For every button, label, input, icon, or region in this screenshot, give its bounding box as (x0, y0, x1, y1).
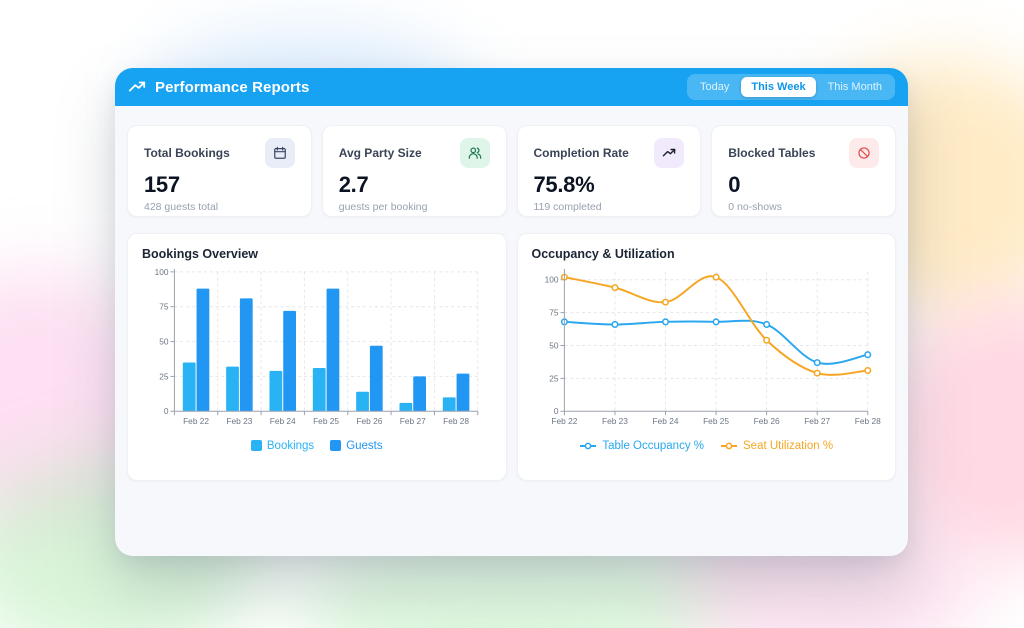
legend-line-marker (580, 442, 597, 450)
svg-text:Feb 27: Feb 27 (804, 416, 830, 426)
stat-value: 2.7 (338, 172, 369, 197)
tab-today[interactable]: Today (690, 77, 739, 97)
panel-body: Total Bookings 157 428 guests total (115, 106, 908, 481)
stat-subtitle: 428 guests total (144, 201, 219, 213)
svg-text:Feb 24: Feb 24 (652, 416, 678, 426)
stat-label: Avg Party Size (338, 146, 422, 160)
blocked-icon (849, 138, 879, 168)
svg-text:75: 75 (159, 302, 169, 312)
occupancy-utilization-card: Occupancy & Utilization 0 25 50 75 100 Feb 22… (516, 233, 896, 481)
svg-text:50: 50 (549, 340, 559, 350)
legend-swatch (330, 440, 342, 452)
performance-reports-panel: Performance Reports Today This Week This… (115, 68, 908, 556)
occupancy-chart-legend: Table Occupancy % Seat Utilization % (532, 440, 882, 452)
legend-item[interactable]: Bookings (250, 439, 315, 452)
occupancy-line-chart: 0 25 50 75 100 Feb 22 Feb 23 Feb 24 Feb 25 Feb 26… (544, 268, 881, 426)
tab-this-week[interactable]: This Week (741, 77, 816, 97)
legend-label: Bookings (266, 439, 315, 452)
stat-card-avg-party-size: Avg Party Size 2.7 guests per booking (321, 125, 507, 217)
stat-value: 157 (144, 172, 180, 197)
svg-text:25: 25 (159, 371, 169, 381)
legend-label: Guests (346, 439, 383, 452)
trending-up-icon (128, 78, 146, 96)
svg-text:Feb 27: Feb 27 (400, 416, 426, 426)
svg-text:100: 100 (155, 267, 169, 277)
legend-item[interactable]: Guests (330, 439, 383, 452)
svg-text:75: 75 (549, 308, 559, 318)
stat-subtitle: guests per booking (338, 201, 428, 213)
stat-card-total-bookings: Total Bookings 157 428 guests total (127, 125, 312, 217)
calendar-icon (264, 138, 295, 168)
svg-text:Feb 25: Feb 25 (703, 416, 729, 426)
svg-text:0: 0 (553, 406, 558, 416)
panel-header: Performance Reports Today This Week This… (115, 68, 908, 106)
bookings-bar-chart: 0 25 50 75 100 Feb 22 Feb 23 Feb 24 Feb 25 Feb 26… (155, 267, 479, 426)
legend-item[interactable]: Seat Utilization % (720, 440, 833, 452)
legend-swatch (250, 440, 262, 452)
charts-row: Bookings Overview 0 25 50 75 100 Feb 22 Feb 23… (127, 233, 896, 481)
svg-text:Feb 22: Feb 22 (183, 416, 209, 426)
stat-label: Total Bookings (144, 146, 230, 160)
svg-text:Feb 23: Feb 23 (601, 416, 627, 426)
stat-subtitle: 0 no-shows (728, 201, 782, 213)
stat-subtitle: 119 completed (533, 201, 602, 213)
bookings-chart-legend: Bookings Guests (142, 440, 492, 452)
chart-title: Bookings Overview (142, 247, 259, 261)
svg-text:Feb 28: Feb 28 (854, 416, 880, 426)
stat-cards-row: Total Bookings 157 428 guests total (127, 125, 896, 217)
stat-label: Blocked Tables (728, 146, 816, 160)
svg-text:Feb 24: Feb 24 (270, 416, 296, 426)
legend-label: Seat Utilization % (743, 439, 834, 452)
svg-text:Feb 25: Feb 25 (313, 416, 339, 426)
trending-up-icon (654, 138, 685, 168)
legend-line-marker (721, 442, 737, 450)
stat-label: Completion Rate (533, 146, 629, 160)
svg-text:25: 25 (549, 373, 559, 383)
stat-value: 0 (728, 172, 741, 197)
stat-value: 75.8% (533, 172, 595, 197)
svg-text:100: 100 (544, 275, 558, 285)
tab-this-month[interactable]: This Month (818, 77, 892, 97)
stat-card-completion-rate: Completion Rate 75.8% 119 completed (516, 125, 702, 217)
svg-text:Feb 28: Feb 28 (443, 416, 469, 426)
svg-text:Feb 26: Feb 26 (356, 416, 382, 426)
time-range-tabs: Today This Week This Month (687, 74, 895, 100)
svg-text:Feb 23: Feb 23 (226, 416, 252, 426)
chart-title: Occupancy & Utilization (531, 247, 675, 261)
svg-text:Feb 22: Feb 22 (551, 416, 577, 426)
legend-item[interactable]: Table Occupancy % (579, 440, 704, 452)
page-title: Performance Reports (155, 78, 310, 96)
svg-text:50: 50 (159, 337, 169, 347)
stat-card-blocked-tables: Blocked Tables 0 0 no-shows (711, 125, 896, 217)
bookings-overview-card: Bookings Overview 0 25 50 75 100 Feb 22 Feb 23… (127, 233, 507, 481)
svg-text:0: 0 (164, 406, 169, 416)
svg-text:Feb 26: Feb 26 (753, 416, 779, 426)
users-icon (459, 138, 490, 168)
legend-label: Table Occupancy % (602, 439, 704, 452)
